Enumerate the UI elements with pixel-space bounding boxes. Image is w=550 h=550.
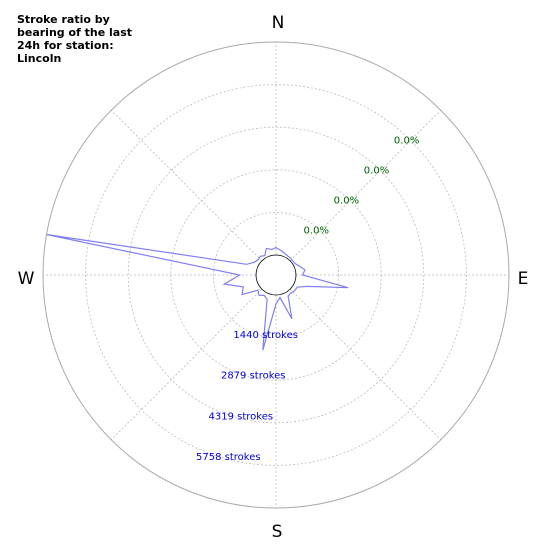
- ratio-ring-label: 0.0%: [394, 135, 419, 146]
- center-hole: [255, 254, 297, 296]
- stroke-ratio-series: [46, 233, 349, 351]
- polar-grid: [43, 42, 509, 508]
- stroke-ring-label: 4319 strokes: [208, 411, 273, 422]
- cardinal-north: N: [272, 13, 285, 33]
- outer-ring: [42, 41, 510, 509]
- chart-title: Stroke ratio by bearing of the last 24h …: [17, 13, 133, 65]
- grid-ring-4: [85, 84, 467, 466]
- cardinal-west: W: [18, 269, 35, 289]
- stroke-ring-label: 5758 strokes: [196, 452, 261, 463]
- ratio-ring-label: 0.0%: [304, 226, 329, 237]
- cardinal-east: E: [518, 269, 529, 289]
- cardinal-south: S: [272, 522, 283, 542]
- grid-ring-3: [127, 126, 425, 424]
- grid-ring-1: [212, 211, 339, 338]
- ratio-ring-label: 0.0%: [334, 196, 359, 207]
- grid-spoke-315: [110, 109, 263, 262]
- ratio-ring-label: 0.0%: [364, 165, 389, 176]
- grid-spoke-135: [289, 288, 442, 441]
- ring-labels: 0.0% 0.0% 0.0% 0.0% 1440 strokes 2879 strokes…: [196, 135, 419, 463]
- stroke-ring-label: 2879 strokes: [221, 371, 286, 382]
- grid-spoke-225: [110, 288, 263, 441]
- grid-spoke-45: [289, 109, 442, 262]
- stroke-ring-label: 1440 strokes: [233, 330, 298, 341]
